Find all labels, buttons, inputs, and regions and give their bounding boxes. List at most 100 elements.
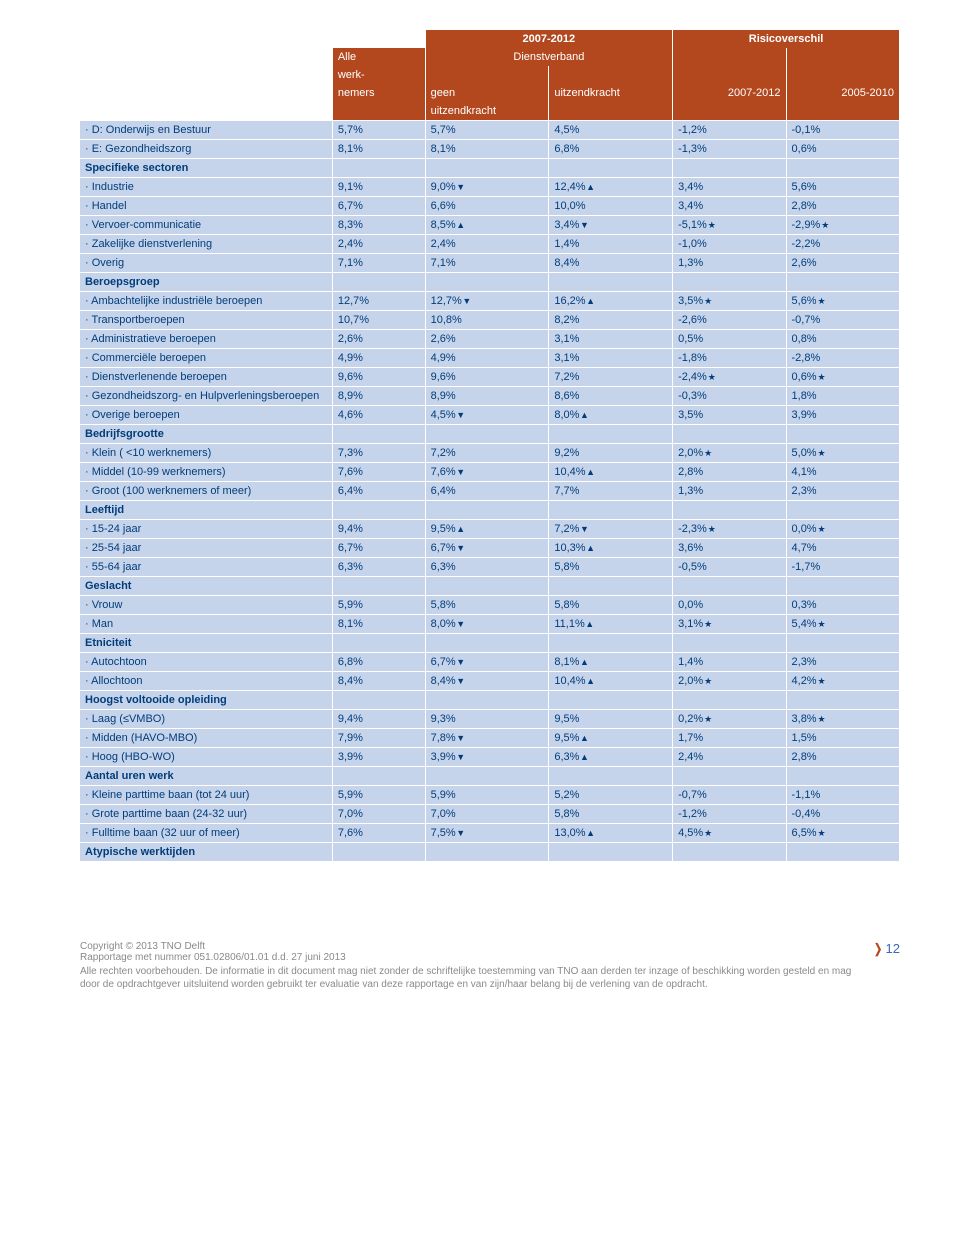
- col-risico: Risicoverschil: [673, 30, 900, 48]
- cell-value: -5,1%★: [673, 216, 786, 235]
- star-icon: ★: [703, 296, 713, 307]
- cell-value: 7,6%: [332, 463, 425, 482]
- cell-value: 8,5%▲: [425, 216, 549, 235]
- cell-value: 3,9%▼: [425, 748, 549, 767]
- table-header: 2007-2012 Risicoverschil Alle Dienstverb…: [80, 30, 900, 121]
- table-row: · Midden (HAVO-MBO)7,9%7,8%▼9,5%▲1,7%1,5…: [80, 729, 900, 748]
- cell-value: 8,4%: [332, 672, 425, 691]
- table-row: · Commerciële beroepen4,9%4,9%3,1%-1,8%-…: [80, 349, 900, 368]
- cell-value: 8,1%: [425, 140, 549, 159]
- cell-value: 5,8%: [549, 558, 673, 577]
- table-row: Aantal uren werk: [80, 767, 900, 786]
- cell-value: 0,3%: [786, 596, 899, 615]
- cell-value: 3,6%: [673, 539, 786, 558]
- cell-value: 9,3%: [425, 710, 549, 729]
- cell-value: -2,8%: [786, 349, 899, 368]
- cell-value: 10,3%▲: [549, 539, 673, 558]
- page-footer: Copyright © 2013 TNO Delft Rapportage me…: [80, 941, 900, 991]
- table-row: · Groot (100 werknemers of meer)6,4%6,4%…: [80, 482, 900, 501]
- cell-value: 8,1%: [332, 140, 425, 159]
- table-row: · Middel (10-99 werknemers)7,6%7,6%▼10,4…: [80, 463, 900, 482]
- up-icon: ▲: [579, 410, 589, 420]
- down-icon: ▼: [456, 657, 466, 667]
- cell-value: 1,8%: [786, 387, 899, 406]
- star-icon: ★: [703, 828, 713, 839]
- cell-value: 12,4%▲: [549, 178, 673, 197]
- row-label: · Man: [80, 615, 332, 634]
- cell-value: 3,9%: [332, 748, 425, 767]
- cell-value: 2,6%: [332, 330, 425, 349]
- footer-disclaimer: Alle rechten voorbehouden. De informatie…: [80, 965, 860, 991]
- cell-value: 8,0%▼: [425, 615, 549, 634]
- cell-value: -0,1%: [786, 121, 899, 140]
- section-label: Etniciteit: [80, 634, 332, 653]
- row-label: · Industrie: [80, 178, 332, 197]
- up-icon: ▲: [585, 619, 595, 629]
- col-alle-2: werk-: [332, 66, 425, 84]
- cell-value: -0,7%: [673, 786, 786, 805]
- cell-value: 10,7%: [332, 311, 425, 330]
- cell-value: 6,3%: [425, 558, 549, 577]
- cell-value: 8,0%▲: [549, 406, 673, 425]
- row-label: · Laag (≤VMBO): [80, 710, 332, 729]
- table-row: · Man8,1%8,0%▼11,1%▲3,1%★5,4%★: [80, 615, 900, 634]
- table-row: · 55-64 jaar6,3%6,3%5,8%-0,5%-1,7%: [80, 558, 900, 577]
- cell-value: 4,5%★: [673, 824, 786, 843]
- cell-value: -2,6%: [673, 311, 786, 330]
- table-body: · D: Onderwijs en Bestuur5,7%5,7%4,5%-1,…: [80, 121, 900, 862]
- table-row: Geslacht: [80, 577, 900, 596]
- cell-value: -1,1%: [786, 786, 899, 805]
- cell-value: 9,2%: [549, 444, 673, 463]
- page-number-bracket: ❭: [873, 941, 884, 956]
- section-label: Leeftijd: [80, 501, 332, 520]
- cell-value: -1,0%: [673, 235, 786, 254]
- cell-value: -1,2%: [673, 805, 786, 824]
- cell-value: 3,4%▼: [549, 216, 673, 235]
- table-row: · Ambachtelijke industriële beroepen12,7…: [80, 292, 900, 311]
- cell-value: 2,8%: [673, 463, 786, 482]
- table-row: · 25-54 jaar6,7%6,7%▼10,3%▲3,6%4,7%: [80, 539, 900, 558]
- cell-value: 3,4%: [673, 197, 786, 216]
- col-r2: 2005-2010: [786, 84, 899, 102]
- cell-value: 4,2%★: [786, 672, 899, 691]
- star-icon: ★: [703, 619, 713, 630]
- row-label: · Klein ( <10 werknemers): [80, 444, 332, 463]
- table-row: · Handel6,7%6,6%10,0%3,4%2,8%: [80, 197, 900, 216]
- cell-value: 10,4%▲: [549, 463, 673, 482]
- up-icon: ▲: [586, 543, 596, 553]
- cell-value: 2,3%: [786, 653, 899, 672]
- row-label: · Transportberoepen: [80, 311, 332, 330]
- cell-value: 10,8%: [425, 311, 549, 330]
- section-label: Specifieke sectoren: [80, 159, 332, 178]
- star-icon: ★: [817, 372, 827, 383]
- row-label: · Handel: [80, 197, 332, 216]
- cell-value: 2,6%: [425, 330, 549, 349]
- cell-value: 8,1%▲: [549, 653, 673, 672]
- cell-value: 12,7%▼: [425, 292, 549, 311]
- footer-copyright: Copyright © 2013 TNO Delft: [80, 941, 860, 952]
- cell-value: 7,9%: [332, 729, 425, 748]
- up-icon: ▲: [586, 296, 596, 306]
- cell-value: 4,7%: [786, 539, 899, 558]
- down-icon: ▼: [456, 733, 466, 743]
- cell-value: 0,0%: [673, 596, 786, 615]
- row-label: · Overige beroepen: [80, 406, 332, 425]
- cell-value: 2,3%: [786, 482, 899, 501]
- cell-value: 9,1%: [332, 178, 425, 197]
- cell-value: 5,6%★: [786, 292, 899, 311]
- data-table: 2007-2012 Risicoverschil Alle Dienstverb…: [80, 30, 900, 861]
- row-label: · Commerciële beroepen: [80, 349, 332, 368]
- cell-value: 7,0%: [425, 805, 549, 824]
- cell-value: 0,2%★: [673, 710, 786, 729]
- row-label: · Vrouw: [80, 596, 332, 615]
- table-row: · Transportberoepen10,7%10,8%8,2%-2,6%-0…: [80, 311, 900, 330]
- table-row: · Fulltime baan (32 uur of meer)7,6%7,5%…: [80, 824, 900, 843]
- cell-value: -2,9%★: [786, 216, 899, 235]
- down-icon: ▼: [456, 543, 466, 553]
- cell-value: 3,1%: [549, 330, 673, 349]
- star-icon: ★: [817, 524, 827, 535]
- page-number: ❭12: [873, 941, 900, 957]
- cell-value: -1,2%: [673, 121, 786, 140]
- down-icon: ▼: [456, 752, 466, 762]
- cell-value: 7,1%: [425, 254, 549, 273]
